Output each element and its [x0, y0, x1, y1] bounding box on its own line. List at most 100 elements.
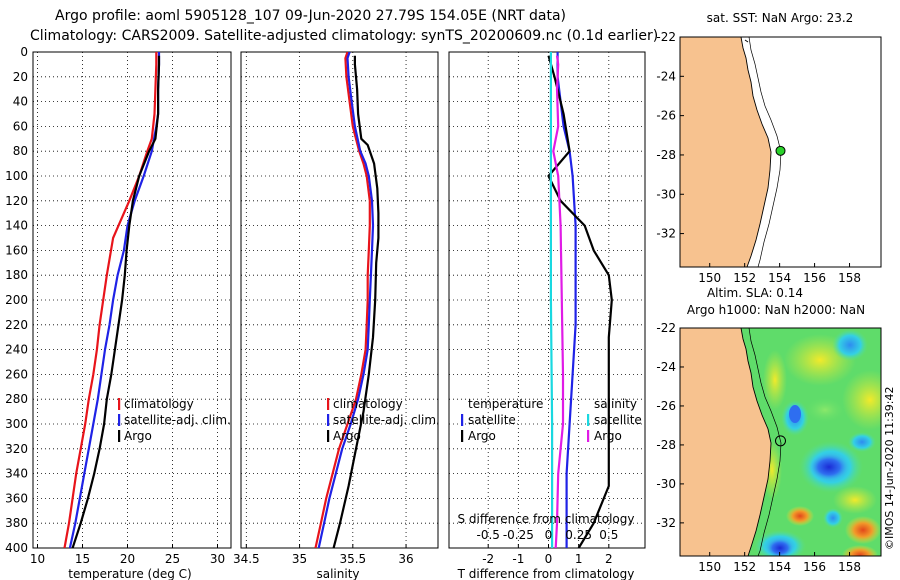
- sla-blob: [763, 350, 787, 410]
- sst-map: sat. SST: NaN Argo: 23.2 150 152 154 156 158…: [656, 11, 882, 285]
- lat-tick-label: -24: [656, 360, 676, 374]
- legend-argo-label: Argo: [333, 429, 361, 443]
- difference-profiles: [547, 52, 613, 548]
- depth-tick-label: 40: [13, 95, 28, 109]
- difference-axis-label: T difference from climatology: [457, 567, 635, 580]
- shelf-contour: [748, 37, 782, 267]
- legend-s-satellite-swatch: [587, 414, 590, 426]
- salinity-tick-labels: 34.5 35 35.5 36: [233, 552, 414, 566]
- depth-tick-label: 0: [20, 45, 28, 59]
- x-tick-label: 10: [30, 552, 45, 566]
- x-tick-label: 34.5: [233, 552, 260, 566]
- lon-tick-label: 152: [733, 271, 756, 285]
- lat-tick-label: -24: [656, 69, 676, 83]
- sla-blob: [833, 486, 877, 514]
- lon-tick-label: 156: [803, 271, 826, 285]
- temperature-axis-label: temperature (deg C): [68, 567, 191, 580]
- depth-tick-label: 280: [5, 392, 28, 406]
- top-tick-label: 0: [545, 528, 553, 542]
- profile-line-t-argo: [547, 55, 613, 548]
- australia-land: [680, 328, 772, 556]
- depth-tick-label: 20: [13, 70, 28, 84]
- difference-panel-frame: [448, 51, 646, 549]
- top-tick-label: 0.25: [565, 528, 592, 542]
- sla-blob: [809, 453, 849, 481]
- depth-tick-label: 260: [5, 367, 28, 381]
- temperature-legend: climatology satellite-adj. clim. Argo: [118, 397, 231, 443]
- lat-tick-label: -26: [656, 109, 676, 123]
- depth-tick-label: 400: [5, 541, 28, 555]
- depth-tick-label: 300: [5, 417, 28, 431]
- lat-tick-label: -30: [656, 477, 676, 491]
- legend-satellite-label: satellite-adj. clim.: [333, 413, 440, 427]
- depth-tick-label: 380: [5, 516, 28, 530]
- imos-credit: ©IMOS 14-Jun-2020 11:39:42: [883, 386, 896, 550]
- lon-tick-label: 158: [838, 560, 861, 574]
- temperature-grid: [33, 52, 231, 548]
- temperature-panel: 0 20 40 60 80 100 120 140 160 180 200 220 240 260 280 3…: [5, 45, 232, 580]
- lat-tick-label: -32: [656, 227, 676, 241]
- lat-tick-label: -22: [656, 321, 676, 335]
- difference-tick-labels: -2 -1 0 1 2: [482, 552, 612, 566]
- profile-line-climatology: [63, 52, 158, 548]
- legend-climatology-swatch: [118, 398, 121, 410]
- x-tick-label: 20: [120, 552, 135, 566]
- lon-tick-label: 158: [838, 271, 861, 285]
- depth-tick-label: 240: [5, 343, 28, 357]
- legend-satellite-swatch: [118, 414, 121, 426]
- top-tick-label: 0.5: [599, 528, 618, 542]
- lon-tick-label: 156: [803, 560, 826, 574]
- x-tick-label: 30: [210, 552, 225, 566]
- legend-t-satellite-swatch: [461, 414, 464, 426]
- legend-s-argo-label: Argo: [594, 429, 622, 443]
- sla-blob: [786, 506, 814, 526]
- x-tick-label: 35.5: [339, 552, 366, 566]
- sla-map-markers: [775, 435, 786, 447]
- legend-s-satellite-label: satellite: [594, 413, 642, 427]
- lat-tick-label: -28: [656, 148, 676, 162]
- difference-panel: -2 -1 0 1 2 T difference from climatology S …: [448, 51, 646, 580]
- x-tick-label: 15: [75, 552, 90, 566]
- legend-argo-swatch: [327, 430, 330, 442]
- depth-tick-label: 360: [5, 491, 28, 505]
- sla-blob: [842, 370, 881, 430]
- sla-map: Altim. SLA: 0.14 Argo h1000: NaN h2000: …: [656, 286, 882, 574]
- salinity-panel: 34.5 35 35.5 36 salinity climatology satell…: [233, 51, 440, 580]
- depth-tick-labels: 0 20 40 60 80 100 120 140 160 180 200 220 240 260 280 3…: [5, 45, 28, 555]
- sla-blob: [842, 545, 878, 556]
- lat-tick-label: -26: [656, 399, 676, 413]
- sla-blob: [803, 396, 847, 424]
- salinity-axis-label: salinity: [316, 567, 359, 580]
- sst-map-markers: [775, 145, 786, 156]
- sst-map-frame: [679, 36, 882, 268]
- sla-map-title2: Argo h1000: NaN h2000: NaN: [687, 303, 865, 317]
- top-tick-label: -0.25: [503, 528, 534, 542]
- lat-tick-label: -28: [656, 438, 676, 452]
- argo-float-marker: [775, 145, 786, 156]
- legend-t-argo-label: Argo: [468, 429, 496, 443]
- salinity-difference-tick-labels: -0.5 -0.25 0 0.25 0.5: [476, 528, 618, 542]
- depth-tick-label: 320: [5, 442, 28, 456]
- x-tick-label: 1: [575, 552, 583, 566]
- depth-tick-label: 120: [5, 194, 28, 208]
- legend-s-argo-swatch: [587, 430, 590, 442]
- salinity-difference-label: S difference from climatology: [458, 512, 635, 526]
- sla-blob: [823, 508, 843, 528]
- sla-blob: [832, 329, 868, 361]
- x-tick-label: 0: [545, 552, 553, 566]
- legend-argo-label: Argo: [124, 429, 152, 443]
- salinity-profiles: [314, 52, 380, 548]
- top-tick-label: -0.5: [476, 528, 499, 542]
- profile-line-satellite-adj-clim-: [317, 52, 375, 548]
- shelf-contour: [748, 328, 782, 556]
- sla-blob: [766, 538, 794, 556]
- temperature-profiles: [63, 52, 161, 548]
- sst-map-title: sat. SST: NaN Argo: 23.2: [707, 11, 854, 25]
- legend-t-argo-swatch: [461, 430, 464, 442]
- profile-line-argo: [71, 55, 161, 548]
- depth-tick-label: 200: [5, 293, 28, 307]
- difference-grid: [449, 52, 645, 548]
- lon-tick-label: 152: [733, 560, 756, 574]
- figure-title-line2: Climatology: CARS2009. Satellite-adjuste…: [30, 28, 658, 44]
